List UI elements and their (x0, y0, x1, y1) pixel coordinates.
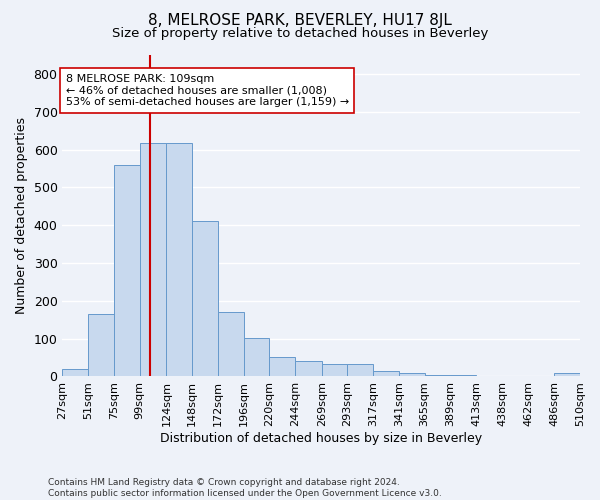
Text: 8 MELROSE PARK: 109sqm
← 46% of detached houses are smaller (1,008)
53% of semi-: 8 MELROSE PARK: 109sqm ← 46% of detached… (65, 74, 349, 107)
Bar (373, 371, 399, 376)
Bar (322, 364, 347, 376)
Bar (62, 369, 88, 376)
Bar (269, 357, 295, 376)
Bar (114, 164, 140, 376)
Text: Size of property relative to detached houses in Beverley: Size of property relative to detached ho… (112, 28, 488, 40)
Bar (192, 220, 218, 376)
Bar (88, 314, 114, 376)
Bar (399, 372, 425, 376)
Bar (218, 312, 244, 376)
Bar (166, 143, 192, 376)
Bar (347, 364, 373, 376)
Bar (140, 143, 166, 376)
Text: Contains HM Land Registry data © Crown copyright and database right 2024.
Contai: Contains HM Land Registry data © Crown c… (48, 478, 442, 498)
Bar (554, 374, 580, 376)
X-axis label: Distribution of detached houses by size in Beverley: Distribution of detached houses by size … (160, 432, 482, 445)
Bar (295, 362, 322, 376)
Bar (451, 374, 476, 376)
Text: 8, MELROSE PARK, BEVERLEY, HU17 8JL: 8, MELROSE PARK, BEVERLEY, HU17 8JL (148, 12, 452, 28)
Bar (425, 374, 451, 376)
Bar (244, 338, 269, 376)
Y-axis label: Number of detached properties: Number of detached properties (15, 117, 28, 314)
